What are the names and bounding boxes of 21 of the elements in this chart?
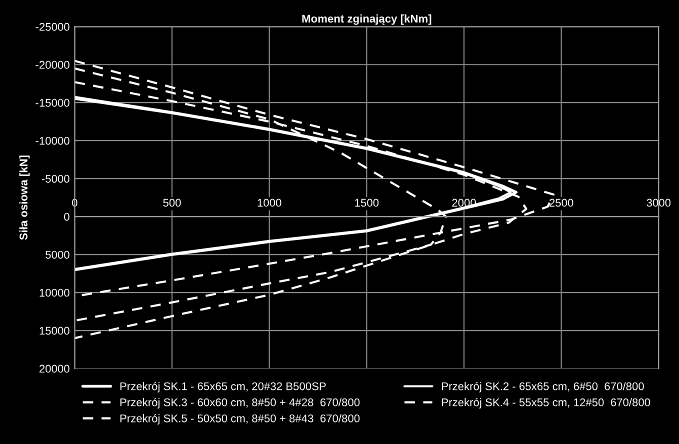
- y-tick-label: -15000: [36, 98, 70, 107]
- y-tick-label: 5000: [46, 250, 70, 259]
- y-tick-label: -25000: [36, 22, 70, 31]
- chart-title: Moment zginający [kNm]: [302, 14, 432, 25]
- y-tick-label: -10000: [36, 136, 70, 145]
- x-tick-label: 500: [163, 198, 181, 207]
- y-tick-label: 15000: [40, 326, 70, 335]
- y-tick-label: 10000: [40, 288, 70, 297]
- x-tick-label: 1000: [258, 198, 282, 207]
- legend-label: Przekrój SK.4 - 55x55 cm, 12#50 670/800: [442, 398, 650, 408]
- legend-label: Przekrój SK.1 - 65x65 cm, 20#32 B500SP: [120, 382, 326, 392]
- legend-label: Przekrój SK.5 - 50x50 cm, 8#50 + 8#43 670/800: [120, 414, 360, 425]
- x-tick-label: 1500: [355, 198, 379, 207]
- y-tick-label: -20000: [36, 60, 70, 69]
- y-tick-label: 20000: [39, 364, 70, 373]
- y-tick-label: 0: [64, 212, 70, 221]
- x-tick-label: 2500: [550, 198, 574, 207]
- y-axis-title: Siła osiowa [kN]: [19, 156, 30, 240]
- y-tick-label: -5000: [42, 174, 70, 183]
- legend-label: Przekrój SK.2 - 65x65 cm, 6#50 670/800: [442, 382, 644, 392]
- legend-label: Przekrój SK.3 - 60x60 cm, 8#50 + 4#28 670/800: [120, 398, 360, 408]
